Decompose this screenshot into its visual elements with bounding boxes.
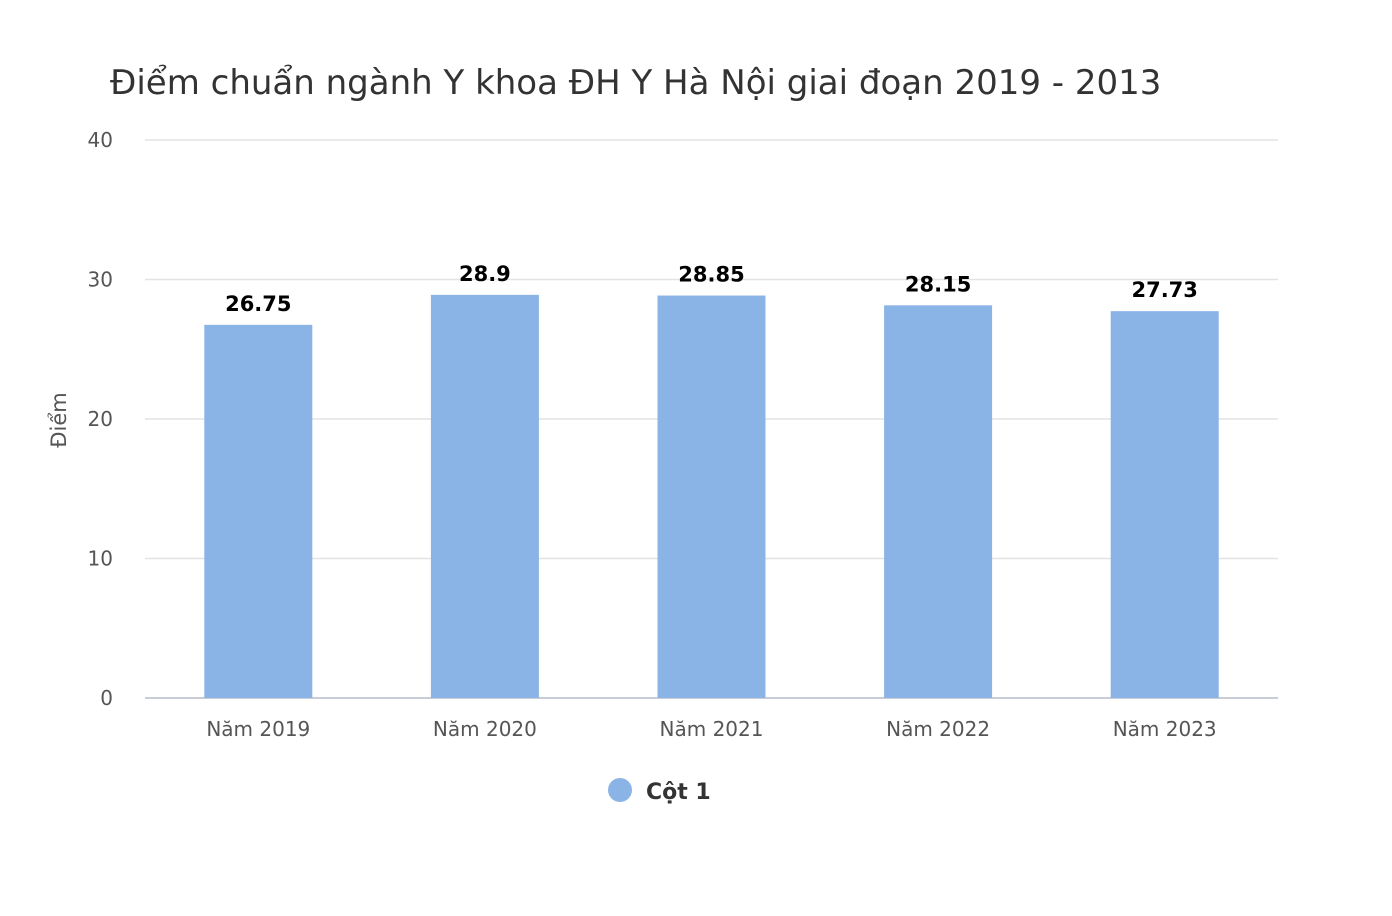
x-axis-ticks: Năm 2019 Năm 2020 Năm 2021 Năm 2022 Năm 2023 bbox=[206, 717, 1216, 741]
x-tick-label: Năm 2021 bbox=[660, 717, 764, 741]
y-tick-label: 20 bbox=[88, 407, 113, 431]
legend-marker bbox=[608, 778, 632, 802]
x-tick-label: Năm 2019 bbox=[206, 717, 310, 741]
data-labels: 26.75 28.9 28.85 28.15 27.73 bbox=[225, 262, 1198, 316]
bars bbox=[204, 294, 1219, 698]
legend[interactable]: Cột 1 bbox=[608, 778, 711, 805]
x-tick-label: Năm 2022 bbox=[886, 717, 990, 741]
y-tick-label: 40 bbox=[88, 128, 113, 152]
y-axis-label: Điểm bbox=[47, 392, 71, 447]
bar[interactable] bbox=[657, 295, 766, 698]
bar[interactable] bbox=[430, 294, 539, 698]
x-tick-label: Năm 2023 bbox=[1113, 717, 1217, 741]
data-label: 28.15 bbox=[905, 272, 971, 296]
y-tick-label: 30 bbox=[88, 268, 113, 292]
data-label: 27.73 bbox=[1131, 278, 1197, 302]
bar[interactable] bbox=[884, 305, 993, 698]
bar[interactable] bbox=[1110, 311, 1219, 698]
data-label: 28.85 bbox=[678, 263, 744, 287]
data-label: 26.75 bbox=[225, 292, 291, 316]
x-tick-label: Năm 2020 bbox=[433, 717, 537, 741]
y-tick-label: 10 bbox=[88, 547, 113, 571]
y-tick-label: 0 bbox=[100, 686, 113, 710]
y-axis-ticks: 0 10 20 30 40 bbox=[88, 128, 113, 710]
data-label: 28.9 bbox=[459, 262, 511, 286]
chart-title: Điểm chuẩn ngành Y khoa ĐH Y Hà Nội giai… bbox=[110, 63, 1161, 103]
legend-label-cot-1: Cột 1 bbox=[646, 780, 711, 805]
bar[interactable] bbox=[204, 324, 313, 698]
